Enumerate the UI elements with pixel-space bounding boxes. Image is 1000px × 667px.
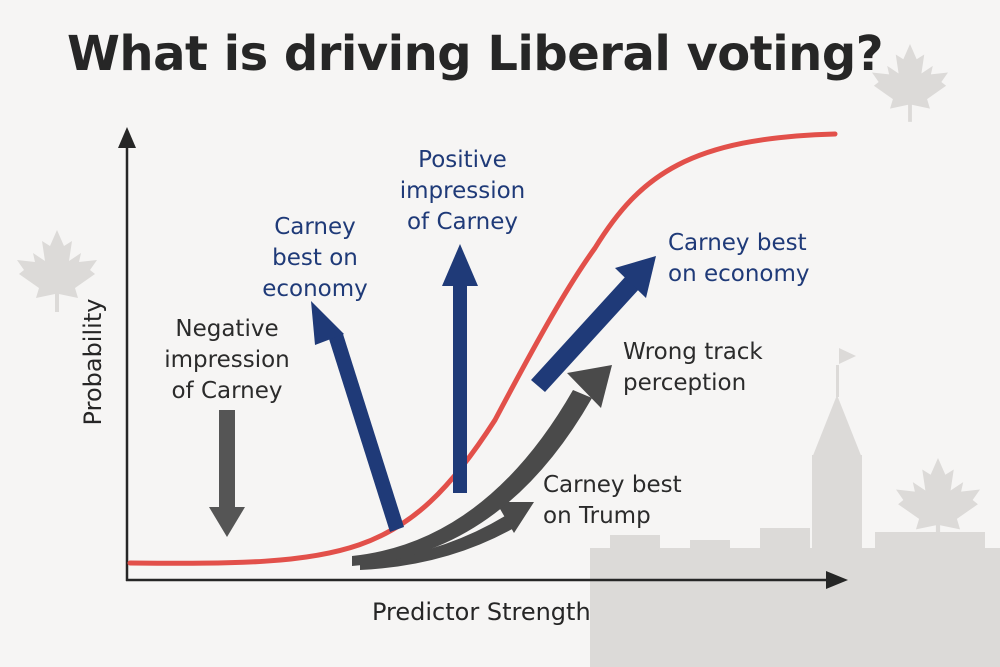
- probability-curve: [127, 131, 838, 566]
- label-line: Wrong track: [623, 339, 763, 365]
- wrong-track-label: Wrong track perception: [623, 337, 763, 399]
- label-line: Negative: [175, 316, 279, 342]
- label-line: best on: [272, 245, 358, 271]
- y-axis-arrowhead: [118, 127, 136, 148]
- label-line: on economy: [668, 261, 810, 287]
- carney-economy-right-arrow: [531, 256, 656, 392]
- y-axis-label: Probability: [79, 298, 107, 426]
- carney-trump-arrow: [360, 502, 534, 570]
- carney-economy-left-arrow: [311, 301, 404, 532]
- positive-impression-label: Positive impression of Carney: [395, 145, 530, 238]
- label-line: Carney: [274, 214, 356, 240]
- axes: [118, 127, 848, 589]
- x-axis-label: Predictor Strength: [372, 598, 591, 626]
- label-line: of Carney: [171, 378, 283, 404]
- label-line: of Carney: [406, 209, 519, 235]
- label-line: impression: [399, 178, 526, 204]
- label-line: Carney best: [668, 230, 807, 256]
- positive-impression-arrow: [442, 244, 478, 493]
- label-line: perception: [623, 370, 747, 396]
- carney-trump-label: Carney best on Trump: [543, 470, 682, 532]
- carney-economy-left-label: Carney best on economy: [250, 212, 380, 305]
- label-line: Carney best: [543, 472, 682, 498]
- maple-leaf-icon: [896, 458, 980, 545]
- negative-impression-label: Negative impression of Carney: [157, 314, 297, 407]
- page-title: What is driving Liberal voting?: [66, 26, 884, 82]
- label-line: on Trump: [543, 503, 651, 529]
- label-line: economy: [262, 276, 368, 302]
- parliament-silhouette: [590, 348, 1000, 667]
- x-axis-arrowhead: [826, 571, 848, 589]
- background-decorations: [17, 44, 1000, 667]
- label-line: impression: [164, 347, 290, 373]
- label-line: Positive: [418, 147, 507, 173]
- wrong-track-arrow: [352, 365, 612, 566]
- carney-economy-right-label: Carney best on economy: [668, 228, 810, 290]
- negative-impression-arrow: [209, 410, 245, 537]
